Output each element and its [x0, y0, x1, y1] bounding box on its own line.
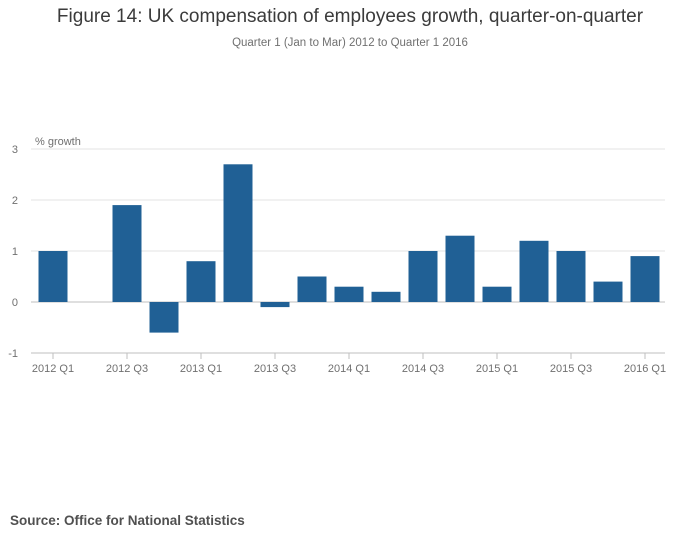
y-tick-label: 3: [12, 144, 18, 156]
bar-2013-q3: [260, 302, 290, 308]
bar-2013-q2: [223, 164, 253, 302]
bar-2014-q3: [408, 251, 438, 302]
bar-2012-q1: [38, 251, 68, 302]
y-tick-label: 2: [12, 195, 18, 207]
bar-2014-q2: [371, 291, 401, 302]
bar-2015-q3: [556, 251, 586, 302]
x-tick-label: 2013 Q1: [180, 363, 222, 375]
bar-2014-q1: [334, 286, 364, 302]
bar-2015-q2: [519, 240, 549, 302]
bar-2013-q4: [297, 276, 327, 302]
x-tick-label: 2016 Q1: [624, 363, 666, 375]
bar-2012-q4: [149, 302, 179, 333]
bar-2015-q1: [482, 286, 512, 302]
chart-subtitle: Quarter 1 (Jan to Mar) 2012 to Quarter 1…: [232, 37, 468, 49]
bar-2014-q4: [445, 235, 475, 302]
source-note: Source: Office for National Statistics: [10, 513, 245, 528]
bar-2012-q3: [112, 205, 142, 302]
y-tick-label: 1: [12, 246, 18, 258]
x-tick-label: 2014 Q1: [328, 363, 370, 375]
bar-2015-q4: [593, 281, 623, 302]
x-tick-label: 2012 Q1: [32, 363, 74, 375]
bar-2016-q1: [630, 256, 660, 302]
y-tick-label: -1: [8, 348, 18, 360]
y-axis-label: % growth: [35, 136, 81, 148]
chart-title: Figure 14: UK compensation of employees …: [56, 6, 644, 27]
x-tick-label: 2015 Q1: [476, 363, 518, 375]
y-axis-ticks: 3 2 1 0 -1: [8, 144, 18, 360]
x-tick-label: 2012 Q3: [106, 363, 148, 375]
x-axis: 2012 Q1 2012 Q3 2013 Q1 2013 Q3 2014 Q1 2014 …: [31, 352, 666, 375]
bars: [38, 164, 660, 333]
y-tick-label: 0: [12, 297, 18, 309]
x-tick-label: 2014 Q3: [402, 363, 444, 375]
x-tick-label: 2015 Q3: [550, 363, 592, 375]
x-tick-label: 2013 Q3: [254, 363, 296, 375]
bar-2013-q1: [186, 261, 216, 302]
